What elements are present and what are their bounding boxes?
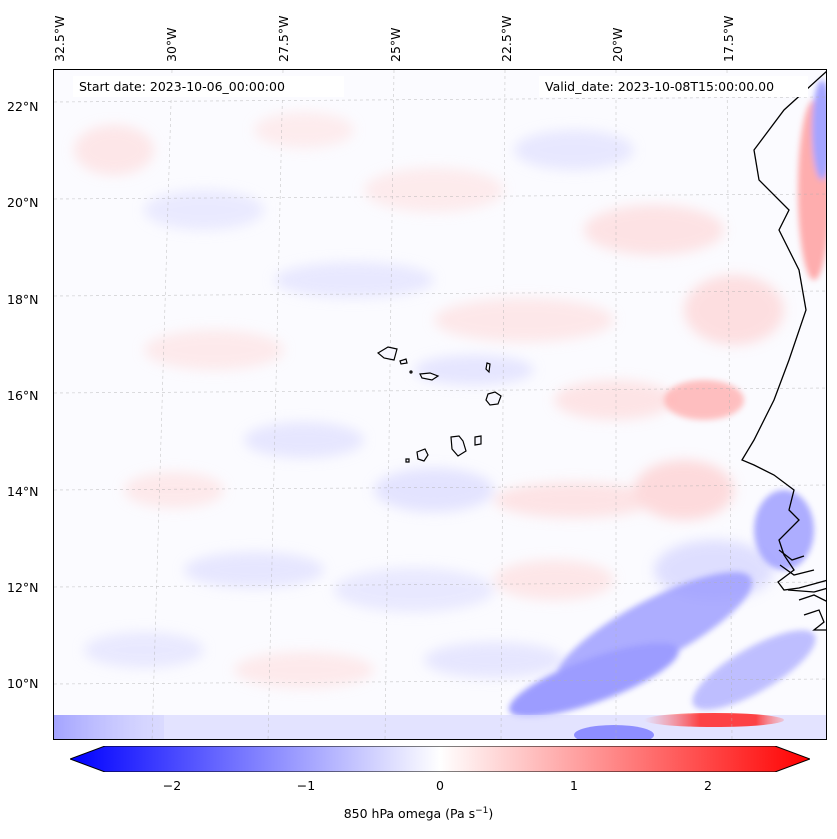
colorbar-tick: −1	[296, 778, 316, 793]
colorbar-label-text: 850 hPa omega (Pa s	[343, 806, 476, 822]
omega-field	[54, 80, 826, 739]
lat-label-20n: 20°N	[7, 195, 39, 210]
lon-label-32-5w: 32.5°W	[52, 15, 67, 62]
lon-label-30w: 30°W	[164, 27, 179, 62]
lon-label-25w: 25°W	[388, 27, 403, 62]
valid-date-label: Valid_date: 2023-10-08T15:00:00.00	[539, 76, 808, 97]
colorbar-tick: 1	[570, 778, 578, 793]
lon-label-22-5w: 22.5°W	[499, 15, 514, 62]
lat-label-18n: 18°N	[7, 292, 39, 307]
colorbar-tick: 0	[436, 778, 444, 793]
map-canvas	[54, 70, 826, 739]
colorbar-label: 850 hPa omega (Pa s−1)	[0, 806, 837, 821]
colorbar-label-exponent: −1	[475, 806, 489, 816]
lat-label-12n: 12°N	[7, 580, 39, 595]
omega-map	[53, 69, 827, 740]
coastline	[741, 70, 826, 631]
lon-label-17-5w: 17.5°W	[721, 15, 736, 62]
colorbar-label-end: )	[488, 806, 494, 822]
colorbar-tick: −2	[162, 778, 182, 793]
lat-label-16n: 16°N	[7, 388, 39, 403]
lat-label-14n: 14°N	[7, 484, 39, 499]
lon-label-27-5w: 27.5°W	[276, 15, 291, 62]
colorbar-gradient	[70, 746, 810, 772]
gridlines	[54, 70, 826, 739]
cape-verde-islands	[376, 346, 502, 463]
start-date-label: Start date: 2023-10-06_00:00:00	[73, 76, 344, 97]
lat-label-22n: 22°N	[7, 99, 39, 114]
lon-label-20w: 20°W	[610, 27, 625, 62]
colorbar	[70, 746, 810, 772]
lat-label-10n: 10°N	[7, 676, 39, 691]
colorbar-tick: 2	[704, 778, 712, 793]
